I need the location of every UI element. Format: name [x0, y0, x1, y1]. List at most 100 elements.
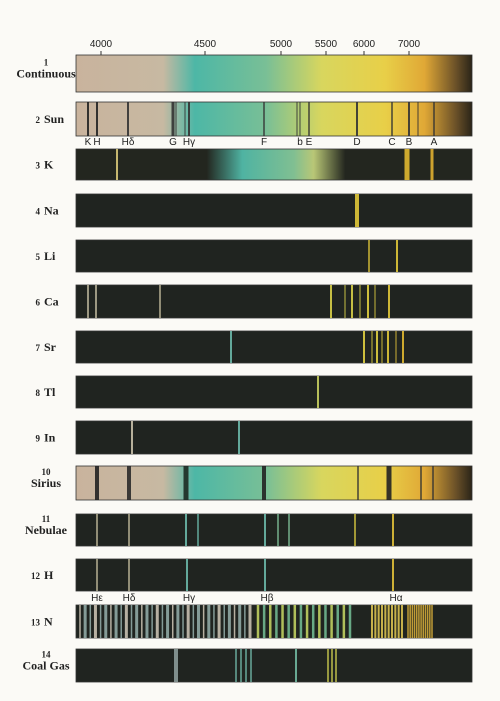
spectral-line [128, 514, 130, 546]
spectral-line [131, 421, 133, 454]
spectral-line [235, 649, 237, 682]
spectral-line [159, 285, 161, 318]
row-number: 11 [42, 514, 51, 524]
spectral-line [197, 514, 199, 546]
axis-label: 4500 [194, 39, 217, 50]
spectral-line [79, 605, 81, 638]
spectral-line [330, 285, 332, 318]
spectrum-strip [75, 54, 473, 93]
spectral-line [223, 605, 225, 638]
spectrum-row: 4 Na [36, 193, 473, 228]
spectral-line [407, 605, 409, 638]
spectral-line [89, 605, 92, 638]
spectrum-strip [75, 513, 473, 547]
row-number: 7 [36, 343, 41, 353]
spectral-line [171, 605, 174, 638]
spectral-line [114, 605, 118, 638]
spectrum-row: 2 Sun [36, 101, 473, 137]
spectral-line [413, 605, 416, 638]
line-label: Hβ [261, 593, 274, 604]
spectral-line [96, 102, 98, 136]
spectral-line [431, 605, 433, 638]
spectral-line [357, 466, 359, 500]
row-name: In [44, 431, 56, 445]
spectral-line [256, 605, 260, 638]
spectral-line [202, 605, 205, 638]
line-label: Hγ [183, 593, 195, 604]
spectral-line [430, 149, 434, 180]
spectral-line [182, 605, 184, 638]
spectral-line [110, 605, 112, 638]
spectral-line [336, 605, 339, 638]
row-name: Sun [44, 112, 64, 126]
spectral-line [262, 466, 266, 500]
spectral-line [376, 331, 378, 363]
row-name: K [44, 158, 54, 172]
spectral-line [281, 605, 284, 638]
spectral-line [391, 102, 393, 136]
spectral-line [96, 559, 98, 591]
spectral-line [96, 514, 98, 546]
line-label: H [93, 137, 100, 148]
spectral-line [331, 649, 333, 682]
spectral-line [392, 514, 394, 546]
spectral-line [95, 466, 99, 500]
spectral-line [87, 102, 89, 136]
spectral-line [264, 514, 266, 546]
spectral-line [391, 605, 393, 638]
spectral-line [342, 605, 346, 638]
row-name: Continuous [16, 67, 76, 81]
spectral-line [124, 605, 128, 638]
spectral-line [207, 605, 211, 638]
row-name: Coal Gas [22, 659, 69, 673]
row-number: 10 [42, 467, 52, 477]
spectrum-row: 12 H [31, 558, 473, 592]
line-label: B [406, 137, 413, 148]
axis-label: 5500 [315, 39, 338, 50]
row-name: Nebulae [25, 523, 68, 537]
spectrum-strip [75, 648, 473, 683]
row-number: 2 [36, 115, 41, 125]
row-number: 8 [36, 388, 41, 398]
row-name: N [44, 615, 53, 629]
spectral-line [186, 559, 188, 591]
spectral-line [145, 605, 149, 638]
spectral-line [287, 605, 290, 638]
spectral-line [213, 605, 215, 638]
spectral-line [394, 605, 397, 638]
spectral-line [244, 605, 246, 638]
spectrum-strip [75, 101, 473, 137]
spectral-line [417, 102, 419, 136]
spectral-line [401, 605, 403, 638]
row-name: Ca [44, 295, 59, 309]
spectral-line [245, 649, 247, 682]
spectral-line [351, 285, 353, 318]
spectrum-strip [75, 330, 473, 364]
spectral-line [277, 514, 279, 546]
line-label: K [85, 137, 92, 148]
spectrum-strip [75, 465, 473, 501]
spectral-line [128, 559, 130, 591]
spectral-line [293, 605, 297, 638]
spectrum-strip [75, 375, 473, 409]
row-number: 3 [36, 161, 41, 171]
spectral-line [396, 240, 398, 272]
spectral-line [288, 514, 290, 546]
spectral-line [130, 605, 133, 638]
spectral-line [217, 605, 221, 638]
line-label: Hδ [122, 137, 135, 148]
spectral-line [357, 194, 359, 227]
spectral-line [238, 421, 240, 454]
spectral-line [411, 605, 414, 638]
line-label: G [169, 137, 177, 148]
spectrum-row: 8 Tl [36, 375, 473, 409]
spectral-line [185, 514, 187, 546]
spectral-line [275, 605, 278, 638]
row-number: 14 [42, 650, 52, 660]
spectral-line [248, 605, 252, 638]
spectral-line [387, 331, 389, 363]
row-name: H [44, 568, 54, 582]
